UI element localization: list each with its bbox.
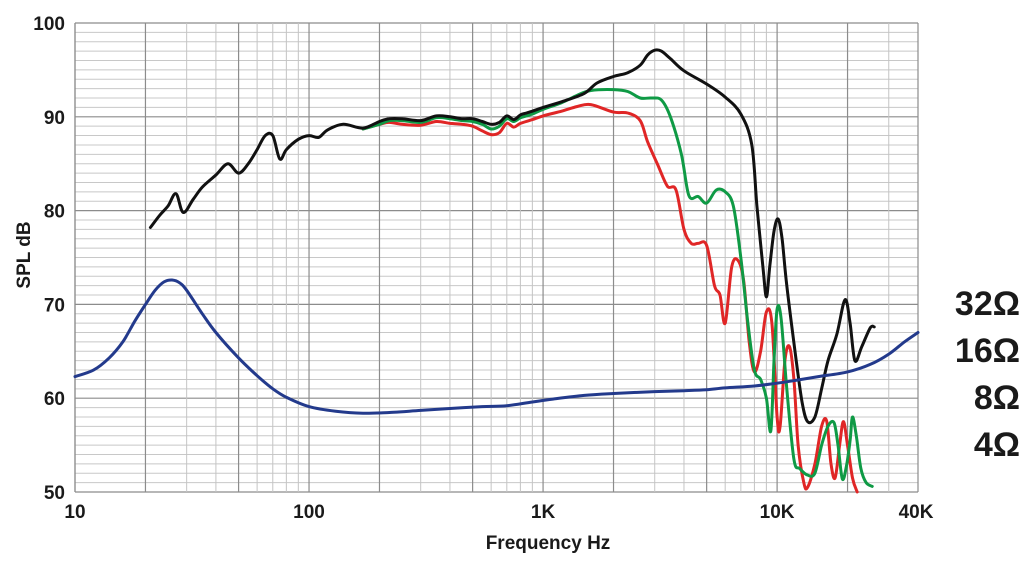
y-tick-label: 70 (44, 295, 65, 316)
legend: 32Ω 16Ω 8Ω 4Ω (955, 285, 1020, 464)
legend-entry: 8Ω (974, 379, 1020, 417)
x-tick-label: 1K (531, 502, 556, 523)
x-tick-label: 10 (64, 502, 85, 523)
series-line-16ohm (361, 88, 874, 488)
x-tick-label: 40K (899, 502, 934, 523)
legend-entry: 16Ω (955, 332, 1020, 370)
chart-grid (74, 22, 919, 493)
series-line-4ohm (73, 278, 920, 415)
y-tick-label: 50 (44, 483, 65, 504)
y-tick-label: 60 (44, 389, 65, 410)
series-line-32ohm (148, 48, 876, 425)
x-axis-ticks: 10 100 1K 10K 40K (64, 502, 933, 523)
y-tick-label: 80 (44, 202, 65, 223)
y-axis-ticks: 50 60 70 80 90 100 (33, 14, 65, 504)
y-tick-label: 100 (33, 14, 65, 35)
x-axis-title: Frequency Hz (486, 533, 611, 554)
x-tick-label: 100 (293, 502, 325, 523)
y-tick-label: 90 (44, 108, 65, 129)
series-layer (73, 48, 920, 494)
y-axis-title: SPL dB (14, 221, 35, 288)
series-line-8ohm (361, 102, 859, 494)
x-tick-label: 10K (760, 502, 795, 523)
legend-entry: 4Ω (974, 426, 1020, 464)
legend-entry: 32Ω (955, 285, 1020, 323)
